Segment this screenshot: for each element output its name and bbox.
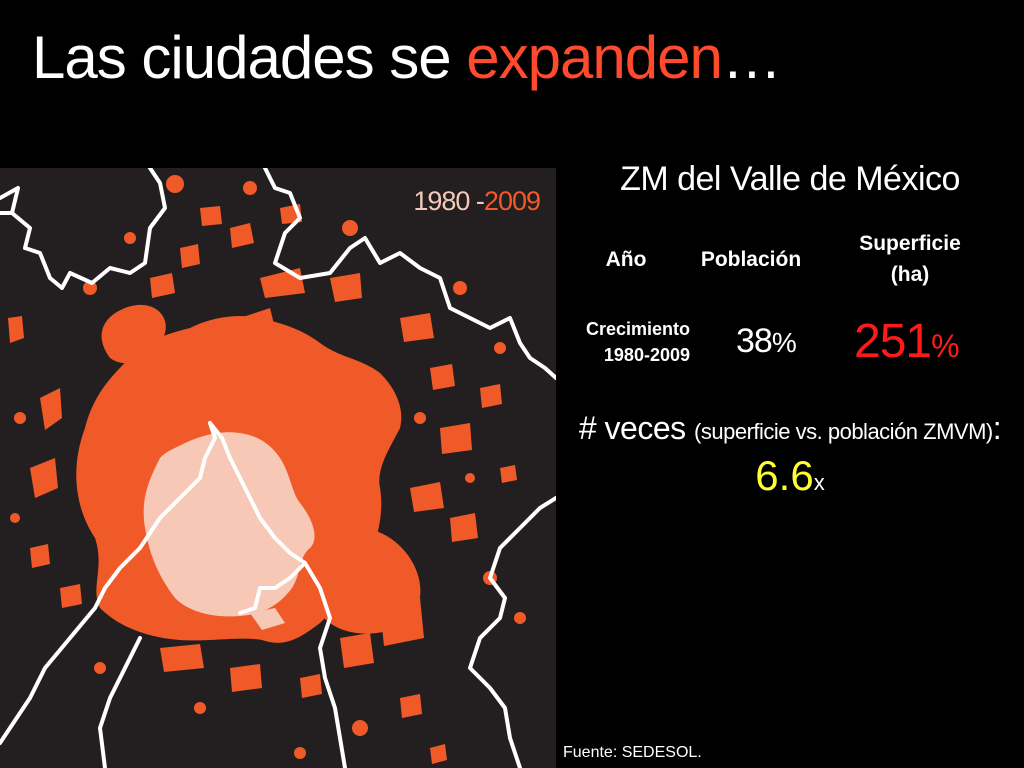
surface-growth-unit: % [931,328,959,364]
ratio-unit: x [813,470,825,495]
column-header-surface: Superficie (ha) [850,228,970,290]
population-growth-unit: % [771,327,797,358]
ratio-suffix: : [992,410,1002,446]
row-label-line2: 1980-2009 [603,345,690,365]
population-growth-number: 38 [736,322,773,360]
urban-1980-area [143,432,315,630]
column-header-surface-line1: Superficie [859,232,961,255]
surface-growth-value: 251% [854,314,960,369]
ratio-factor: 6.6x [556,452,1024,500]
source-note: Fuente: SEDESOL. [563,744,702,761]
map-graphic [0,168,556,768]
boundary-lines [0,168,556,768]
row-label-growth: Crecimiento 1980-2009 [572,316,690,368]
column-header-surface-line2: (ha) [890,263,930,286]
title-prefix: Las ciudades se [32,24,467,91]
urban-expansion-map: 1980 -2009 [0,168,556,768]
title-suffix: … [721,24,782,91]
population-growth-value: 38% [736,322,797,361]
surface-growth-number: 251 [854,315,932,368]
title-accent: expanden [466,24,723,91]
legend-start: 1980 - [413,186,485,216]
ratio-label: # veces (superficie vs. población ZMVM): [556,410,1024,447]
map-year-legend: 1980 -2009 [413,186,541,217]
legend-end: 2009 [483,186,541,216]
stats-heading: ZM del Valle de México [620,160,960,198]
column-header-population: Población [700,248,802,271]
slide-title: Las ciudades se expanden… [32,28,782,88]
ratio-prefix: # veces [578,410,695,446]
row-label-line1: Crecimiento [585,319,690,339]
ratio-value: 6.6 [755,452,814,499]
column-header-year: Año [605,248,647,271]
ratio-paren: (superficie vs. población ZMVM) [694,419,993,444]
